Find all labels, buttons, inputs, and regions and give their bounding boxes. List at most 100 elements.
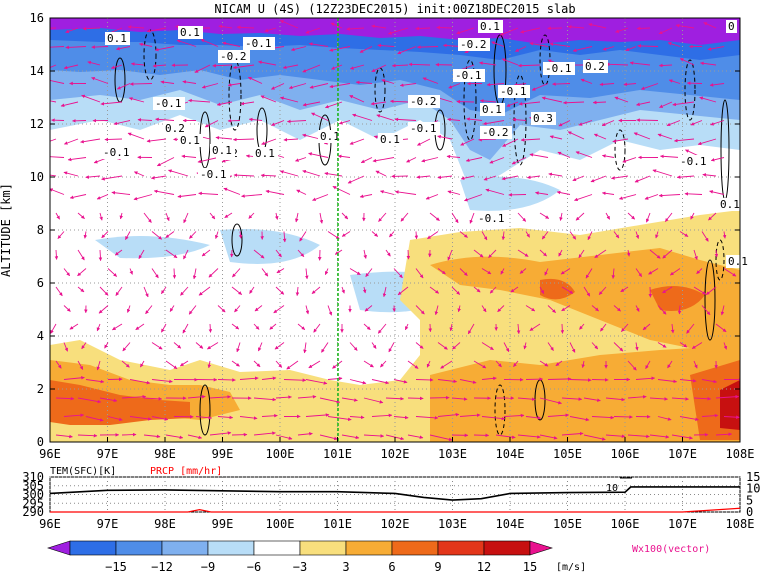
contour-label: 0.1 — [728, 255, 748, 268]
contour-label: 0.2 — [165, 122, 185, 135]
contour-label: 0.2 — [585, 60, 605, 73]
colorbar-tick-label: 15 — [523, 560, 537, 574]
contour-label: -0.2 — [410, 95, 437, 108]
x-tick-label: 96E — [39, 447, 61, 461]
contour-label-bg — [408, 122, 440, 135]
contour-label: -0.1 — [155, 97, 182, 110]
y-tick-label: 0 — [37, 435, 44, 449]
y-tick-label: 12 — [30, 117, 44, 131]
panel-x-tick-label: 101E — [323, 517, 352, 531]
contour-label: 0 — [728, 20, 735, 33]
panel-right-tick-label: 5 — [746, 493, 753, 507]
x-tick-label: 107E — [668, 447, 697, 461]
contour-label-bg — [210, 144, 235, 157]
contour-label: -0.1 — [500, 85, 527, 98]
colorbar-tick-label: −15 — [105, 560, 127, 574]
x-tick-label: 103E — [438, 447, 467, 461]
colorbar-tick-label: 6 — [388, 560, 395, 574]
contour-label: -0.2 — [220, 50, 247, 63]
contour-label-bg — [478, 20, 503, 33]
contour-label-bg — [253, 147, 278, 160]
panel-x-tick-label: 96E — [39, 517, 61, 531]
x-tick-label: 102E — [381, 447, 410, 461]
x-tick-label: 105E — [553, 447, 582, 461]
contour-label: -0.1 — [103, 146, 130, 159]
contour-label-bg — [583, 60, 608, 73]
x-tick-label: 98E — [154, 447, 176, 461]
x-tick-label: 104E — [496, 447, 525, 461]
panel-right-tick-label: 0 — [746, 505, 753, 519]
contour-label: -0.1 — [478, 212, 505, 225]
panel-x-tick-label: 108E — [726, 517, 755, 531]
panel-x-tick-label: 100E — [266, 517, 295, 531]
contour-label: -0.1 — [245, 37, 272, 50]
contour-label: -0.2 — [460, 38, 487, 51]
legend-precipitation: PRCP [mm/hr] — [150, 466, 222, 477]
colorbar-segment — [207, 540, 255, 556]
contour-label-bg — [178, 26, 203, 39]
x-tick-label: 101E — [323, 447, 352, 461]
panel-x-tick-label: 102E — [381, 517, 410, 531]
y-tick-label: 14 — [30, 64, 44, 78]
temperature-line — [49, 486, 740, 501]
colorbar-tick-label: −9 — [201, 560, 215, 574]
panel-x-tick-label: 99E — [212, 517, 234, 531]
panel-right-tick-label: 10 — [746, 482, 760, 496]
colorbar-segment — [391, 540, 439, 556]
panel-left-tick-label: 305 — [22, 479, 44, 493]
y-tick-label: 4 — [37, 329, 44, 343]
y-tick-label: 2 — [37, 382, 44, 396]
contour-label-bg — [178, 134, 203, 147]
colorbar-segment — [345, 540, 393, 556]
colorbar-segment — [115, 540, 163, 556]
contour-label: 0.3 — [533, 112, 553, 125]
contour-label: -0.1 — [680, 155, 707, 168]
panel-left-tick-label: 295 — [22, 496, 44, 510]
y-tick-labels: 0 2 4 6 8 10 12 14 16 — [30, 11, 740, 449]
contour-label-bg — [726, 20, 737, 33]
contour-label: 0.1 — [107, 32, 127, 45]
contour-label-bg — [498, 85, 530, 98]
panel-right-tick-label: 15 — [746, 470, 760, 484]
contour-label-bg — [101, 146, 133, 159]
wind-shading — [50, 18, 740, 442]
colorbar-segment — [47, 540, 71, 556]
y-tick-label: 6 — [37, 276, 44, 290]
contour-label-bg — [163, 122, 188, 135]
contour-label: 0.1 — [380, 133, 400, 146]
panel-x-tick-label: 107E — [668, 517, 697, 531]
colorbar-segment — [437, 540, 485, 556]
colorbar-segment — [69, 540, 117, 556]
x-tick-labels: 96E 97E 98E 99E 100E 101E 102E 103E 104E 105E 106E… — [39, 437, 754, 461]
y-tick-label: 10 — [30, 170, 44, 184]
surface-panel: TEM(SFC)[K] PRCP [mm/hr] 10 310305300295… — [22, 466, 760, 531]
colorbar-segment — [161, 540, 209, 556]
contour-label: -0.1 — [200, 168, 227, 181]
x-tick-label: 99E — [212, 447, 234, 461]
colorbar-tick-label: −6 — [247, 560, 261, 574]
contour-label-bg — [408, 95, 440, 108]
panel-left-tick-label: 290 — [22, 505, 44, 519]
x-tick-label: 97E — [97, 447, 119, 461]
contour-label-bg — [153, 97, 185, 110]
contour-label: -0.1 — [410, 122, 437, 135]
y-axis-label: ALTITUDE [km] — [0, 183, 13, 277]
contour-label-bg — [243, 37, 275, 50]
contour-label-bg — [726, 255, 751, 268]
chart-title: NICAM U (4S) (12Z23DEC2015) init:00Z18DE… — [214, 2, 575, 16]
precipitation-line — [50, 507, 741, 513]
x-tick-label: 106E — [611, 447, 640, 461]
panel-left-tick-label: 310 — [22, 470, 44, 484]
colorbar-segment — [529, 540, 553, 556]
y-tick-label: 16 — [30, 11, 44, 25]
colorbar-unit: [m/s] — [556, 562, 586, 573]
colorbar-tick-label: 9 — [434, 560, 441, 574]
contour-label-bg — [678, 155, 710, 168]
panel-x-tick-label: 106E — [611, 517, 640, 531]
contour-label: -0.1 — [455, 69, 482, 82]
contour-label: -0.1 — [545, 62, 572, 75]
contour-label-bg — [378, 133, 403, 146]
colorbar-segment — [253, 540, 301, 556]
colorbar-tick-label: 3 — [342, 560, 349, 574]
contour-label: 0.1 — [482, 103, 502, 116]
